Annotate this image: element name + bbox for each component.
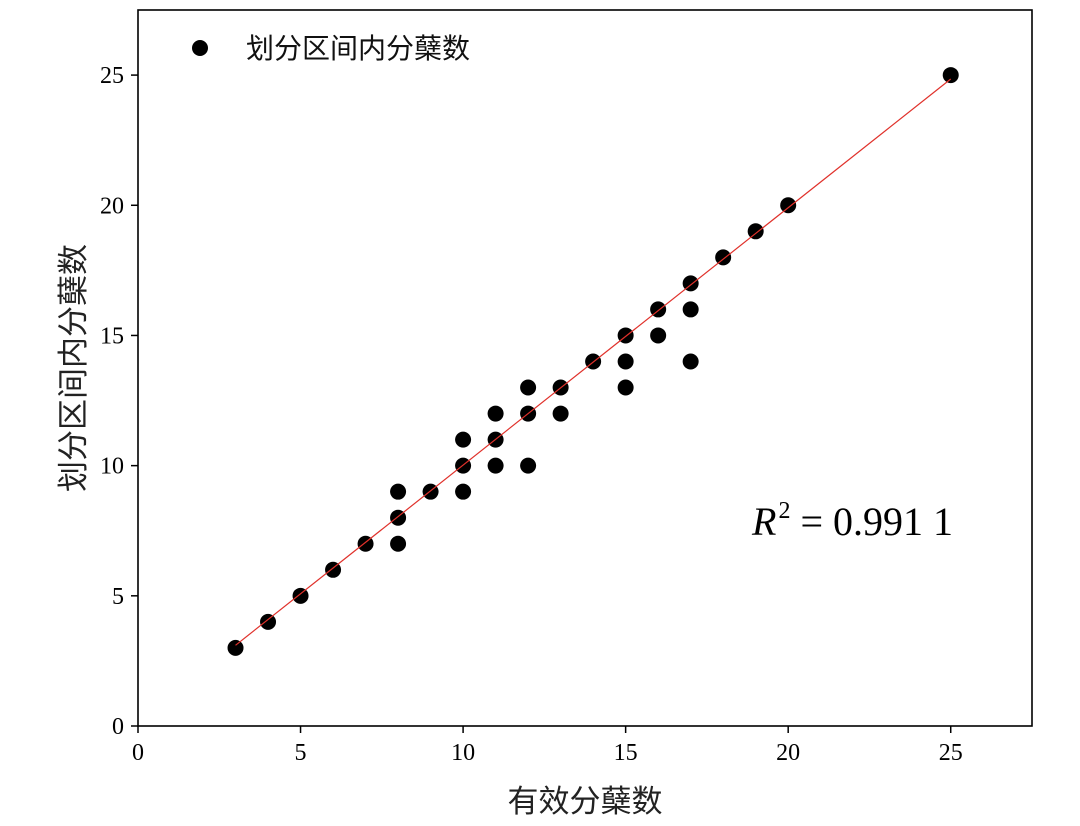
y-tick-label: 5: [112, 584, 124, 610]
r-symbol: R: [751, 499, 776, 544]
r-value: = 0.991 1: [800, 499, 953, 544]
legend: 划分区间内分蘖数: [192, 32, 470, 65]
fit-line-group: [235, 78, 952, 646]
fit-line: [235, 78, 952, 646]
data-point: [747, 223, 764, 240]
y-tick-label: 25: [100, 63, 124, 89]
x-axis-label: 有效分蘖数: [508, 784, 663, 820]
y-tick-label: 10: [100, 454, 124, 480]
data-point: [617, 353, 634, 370]
legend-label: 划分区间内分蘖数: [246, 32, 470, 65]
data-point: [682, 353, 699, 370]
data-point: [487, 405, 504, 422]
data-point: [455, 483, 472, 500]
r-squared-annotation: R2 = 0.991 1: [751, 498, 953, 544]
data-point: [780, 197, 797, 214]
data-point: [455, 431, 472, 448]
data-point: [520, 379, 537, 396]
data-point: [260, 613, 277, 630]
data-point: [715, 249, 732, 266]
data-point: [650, 327, 667, 344]
data-point: [227, 639, 244, 656]
data-point: [520, 457, 537, 474]
y-axis-label: 划分区间内分蘖数: [56, 244, 92, 492]
data-point: [942, 67, 959, 84]
data-point: [390, 483, 407, 500]
x-tick-label: 20: [776, 740, 800, 766]
data-point: [617, 379, 634, 396]
y-tick-label: 0: [112, 714, 124, 740]
plot-frame: [137, 9, 1033, 727]
data-point: [292, 587, 309, 604]
y-tick-label: 20: [100, 193, 124, 219]
axis-ticks: 0 5 10 15 20 25 0 5 10 15 20 25: [100, 63, 963, 766]
data-point: [487, 457, 504, 474]
legend-marker: [192, 40, 208, 56]
y-tick-label: 15: [100, 323, 124, 349]
x-tick-label: 25: [939, 740, 963, 766]
x-tick-label: 15: [614, 740, 638, 766]
data-point: [325, 561, 342, 578]
x-tick-label: 10: [451, 740, 475, 766]
x-tick-label: 5: [295, 740, 307, 766]
data-point: [390, 535, 407, 552]
r-exponent: 2: [778, 498, 790, 524]
x-tick-label: 0: [132, 740, 144, 766]
data-point: [682, 301, 699, 318]
data-point: [552, 405, 569, 422]
